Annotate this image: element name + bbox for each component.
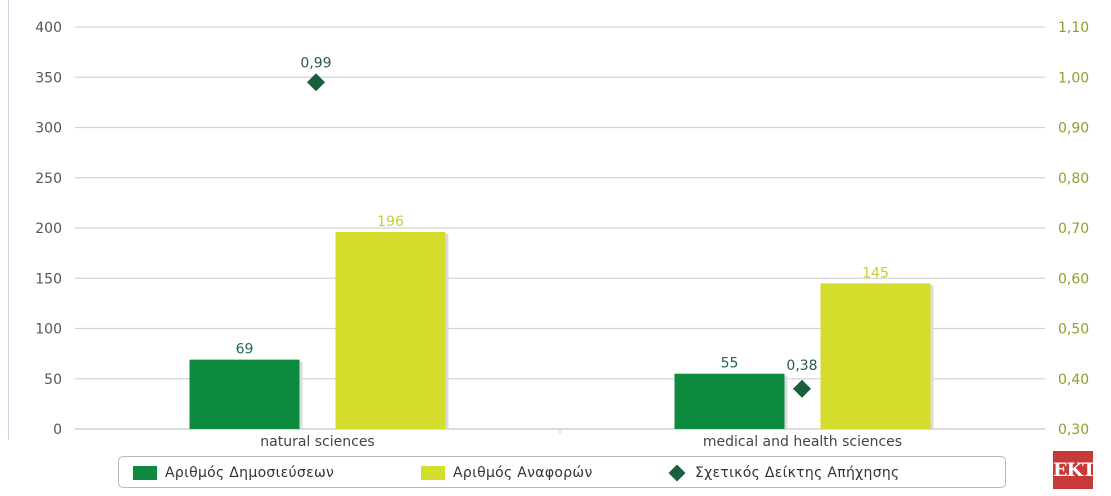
y-right-tick-label: 0,60 bbox=[1058, 271, 1089, 287]
legend-item-publications[interactable]: Αριθμός Δημοσιεύσεων bbox=[133, 463, 334, 483]
y-left-tick-label: 50 bbox=[44, 372, 62, 388]
legend-label-publications: Αριθμός Δημοσιεύσεων bbox=[165, 465, 335, 481]
y-left-tick-label: 400 bbox=[35, 20, 62, 36]
y-right-tick-label: 0,40 bbox=[1058, 372, 1089, 388]
y-right-tick-label: 0,90 bbox=[1058, 121, 1089, 137]
x-tick-label: medical and health sciences bbox=[703, 434, 902, 450]
y-left-tick-label: 0 bbox=[53, 422, 62, 438]
y-left-tick-label: 350 bbox=[35, 70, 62, 86]
y-right-tick-label: 0,50 bbox=[1058, 322, 1089, 338]
y-left-tick-label: 100 bbox=[35, 322, 62, 338]
legend-label-impact: Σχετικός Δείκτης Απήχησης bbox=[695, 465, 900, 481]
bar bbox=[674, 373, 785, 429]
y-right-tick-label: 0,30 bbox=[1058, 422, 1089, 438]
bar bbox=[189, 359, 300, 429]
legend-item-citations[interactable]: Αριθμός Αναφορών bbox=[421, 463, 593, 483]
y-right-tick-label: 0,70 bbox=[1058, 221, 1089, 237]
legend-item-impact[interactable]: Σχετικός Δείκτης Απήχησης bbox=[665, 463, 900, 483]
y-left-tick-label: 150 bbox=[35, 271, 62, 287]
x-tick-label: natural sciences bbox=[260, 434, 374, 450]
y-left-tick-label: 300 bbox=[35, 121, 62, 137]
y-left-tick-label: 200 bbox=[35, 221, 62, 237]
bar bbox=[335, 232, 446, 429]
bar bbox=[820, 283, 931, 429]
bar-data-label: 196 bbox=[377, 214, 404, 230]
impact-data-label: 0,38 bbox=[786, 358, 817, 374]
legend-label-citations: Αριθμός Αναφορών bbox=[453, 465, 593, 481]
legend-swatch-citations bbox=[421, 466, 445, 480]
y-right-tick-label: 0,80 bbox=[1058, 171, 1089, 187]
y-right-tick-label: 1,00 bbox=[1058, 70, 1089, 86]
bar-data-label: 145 bbox=[862, 265, 889, 281]
legend-diamond-icon bbox=[668, 464, 686, 482]
bar-data-label: 69 bbox=[236, 342, 254, 358]
y-left-tick-label: 250 bbox=[35, 171, 62, 187]
legend-swatch-publications bbox=[133, 466, 157, 480]
legend: Αριθμός Δημοσιεύσεων Αριθμός Αναφορών Σχ… bbox=[118, 456, 1006, 488]
y-right-tick-label: 1,10 bbox=[1058, 20, 1089, 36]
plot-left-edge bbox=[8, 0, 9, 440]
impact-marker bbox=[793, 379, 811, 398]
impact-marker bbox=[307, 73, 325, 92]
impact-data-label: 0,99 bbox=[300, 55, 331, 71]
ekt-logo: EKT bbox=[1053, 451, 1096, 489]
bar-data-label: 55 bbox=[721, 356, 739, 372]
